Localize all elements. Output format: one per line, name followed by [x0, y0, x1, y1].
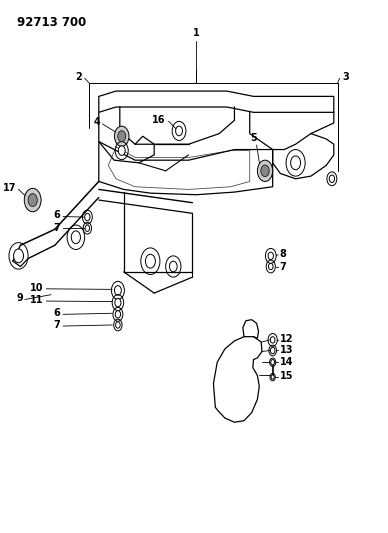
Circle shape: [271, 375, 274, 379]
Circle shape: [176, 126, 182, 136]
Text: 14: 14: [280, 357, 294, 367]
Circle shape: [114, 286, 121, 295]
Text: 5: 5: [250, 133, 256, 143]
Text: 7: 7: [54, 223, 61, 233]
Circle shape: [71, 231, 80, 244]
Text: 13: 13: [280, 345, 294, 355]
Circle shape: [329, 175, 334, 182]
Circle shape: [270, 337, 275, 343]
Circle shape: [118, 131, 126, 142]
Text: 3: 3: [342, 72, 349, 82]
Circle shape: [116, 322, 120, 328]
Circle shape: [270, 348, 275, 354]
Text: 92713 700: 92713 700: [17, 15, 86, 29]
Text: 6: 6: [54, 308, 61, 318]
Text: 2: 2: [75, 72, 81, 82]
Circle shape: [114, 126, 129, 147]
Text: 6: 6: [54, 211, 61, 221]
Text: 17: 17: [3, 183, 17, 193]
Text: 1: 1: [193, 28, 199, 38]
Circle shape: [170, 261, 177, 272]
Text: 11: 11: [30, 295, 43, 305]
Circle shape: [261, 165, 269, 176]
Circle shape: [268, 252, 274, 260]
Text: 16: 16: [152, 115, 166, 125]
Text: 15: 15: [280, 371, 294, 381]
Circle shape: [146, 254, 155, 268]
Circle shape: [257, 160, 273, 181]
Circle shape: [118, 146, 125, 156]
Text: 4: 4: [93, 117, 100, 127]
Text: 12: 12: [280, 334, 294, 344]
Circle shape: [24, 188, 41, 212]
Text: 7: 7: [54, 320, 61, 330]
Circle shape: [115, 311, 121, 318]
Circle shape: [291, 156, 301, 169]
Text: 7: 7: [279, 262, 286, 271]
Circle shape: [268, 263, 273, 270]
Circle shape: [271, 360, 275, 365]
Circle shape: [115, 298, 121, 307]
Circle shape: [85, 213, 90, 221]
Text: 10: 10: [30, 283, 43, 293]
Text: 8: 8: [279, 249, 286, 259]
Circle shape: [28, 193, 37, 206]
Circle shape: [85, 225, 90, 231]
Circle shape: [14, 249, 24, 263]
Text: 9: 9: [16, 293, 23, 303]
